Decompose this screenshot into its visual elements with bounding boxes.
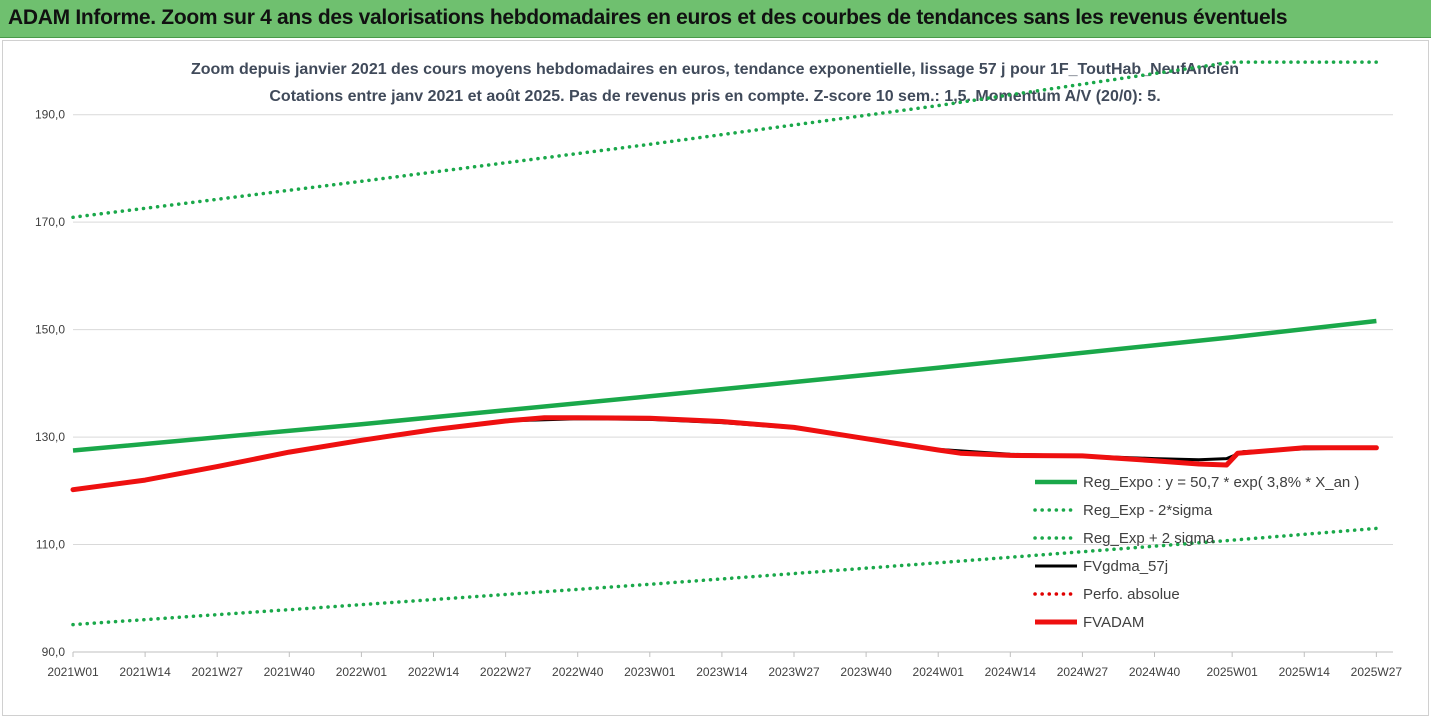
y-tick-label: 170,0 bbox=[35, 215, 65, 229]
x-tick-label: 2025W14 bbox=[1279, 665, 1331, 679]
legend: Reg_Expo : y = 50,7 * exp( 3,8% * X_an )… bbox=[1033, 474, 1359, 631]
line-chart: Zoom depuis janvier 2021 des cours moyen… bbox=[35, 60, 1402, 679]
header-banner: ADAM Informe. Zoom sur 4 ans des valoris… bbox=[0, 0, 1431, 38]
legend-label-2: Reg_Exp + 2 sigma bbox=[1083, 530, 1215, 547]
chart-title-line1: Zoom depuis janvier 2021 des cours moyen… bbox=[191, 61, 1239, 78]
x-tick-label: 2023W27 bbox=[768, 665, 820, 679]
series-line-0 bbox=[72, 318, 1377, 453]
x-tick-label: 2021W27 bbox=[192, 665, 244, 679]
x-tick-label: 2024W14 bbox=[985, 665, 1037, 679]
x-tick-label: 2021W14 bbox=[119, 665, 171, 679]
series-line-2 bbox=[71, 60, 1379, 220]
x-tick-label: 2024W40 bbox=[1129, 665, 1181, 679]
x-axis: 2021W01 2021W14 2021W27 2021W40 2022W01 2022W… bbox=[47, 652, 1402, 679]
x-tick-label: 2022W27 bbox=[480, 665, 532, 679]
x-tick-label: 2023W14 bbox=[696, 665, 748, 679]
legend-label-5: FVADAM bbox=[1083, 614, 1144, 631]
plot-area bbox=[70, 60, 1379, 627]
x-tick-label: 2023W40 bbox=[840, 665, 892, 679]
legend-label-1: Reg_Exp - 2*sigma bbox=[1083, 502, 1213, 519]
legend-label-4: Perfo. absolue bbox=[1083, 586, 1180, 603]
x-tick-label: 2022W14 bbox=[408, 665, 460, 679]
y-tick-label: 110,0 bbox=[36, 538, 65, 552]
x-tick-label: 2021W40 bbox=[264, 665, 316, 679]
x-tick-label: 2022W01 bbox=[336, 665, 388, 679]
y-tick-label: 190,0 bbox=[35, 108, 65, 122]
y-tick-label: 150,0 bbox=[35, 323, 65, 337]
legend-label-3: FVgdma_57j bbox=[1083, 558, 1168, 575]
x-tick-label: 2024W27 bbox=[1057, 665, 1109, 679]
x-tick-label: 2025W01 bbox=[1206, 665, 1258, 679]
x-tick-label: 2022W40 bbox=[552, 665, 604, 679]
series-line-1 bbox=[71, 526, 1379, 627]
x-tick-label: 2024W01 bbox=[913, 665, 965, 679]
chart-title-line2: Cotations entre janv 2021 et août 2025. … bbox=[269, 88, 1160, 105]
y-tick-label: 90,0 bbox=[42, 645, 66, 659]
chart-frame: Zoom depuis janvier 2021 des cours moyen… bbox=[2, 40, 1429, 716]
y-tick-label: 130,0 bbox=[35, 430, 65, 444]
x-tick-label: 2023W01 bbox=[624, 665, 676, 679]
y-axis: 90,0 110,0 130,0 150,0 170,0 190,0 bbox=[35, 108, 65, 659]
gridlines bbox=[73, 114, 1393, 653]
legend-label-0: Reg_Expo : y = 50,7 * exp( 3,8% * X_an ) bbox=[1083, 474, 1359, 491]
x-tick-label: 2021W01 bbox=[47, 665, 99, 679]
x-tick-label: 2025W27 bbox=[1351, 665, 1403, 679]
page-title: ADAM Informe. Zoom sur 4 ans des valoris… bbox=[8, 6, 1288, 29]
series-line-5 bbox=[70, 415, 1379, 493]
